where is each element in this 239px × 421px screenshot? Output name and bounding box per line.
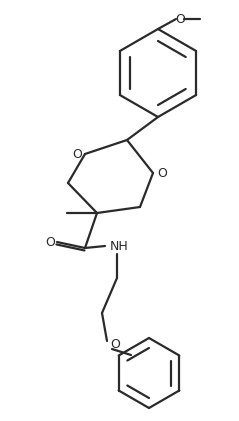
Text: NH: NH [110, 240, 128, 253]
Text: O: O [110, 338, 120, 352]
Text: O: O [72, 147, 82, 160]
Text: O: O [175, 13, 185, 26]
Text: O: O [45, 235, 55, 248]
Text: O: O [157, 166, 167, 179]
